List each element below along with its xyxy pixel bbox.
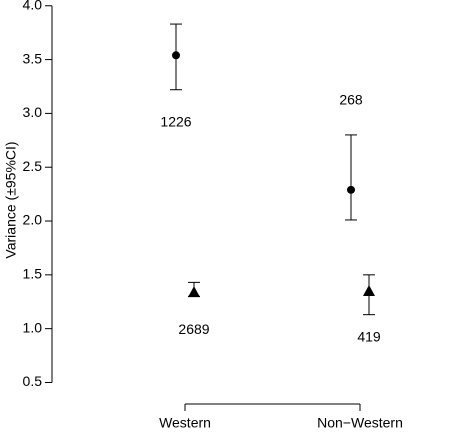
- y-axis-label: Variance (±95%CI): [3, 141, 19, 258]
- point: [188, 286, 200, 298]
- point: [347, 185, 355, 194]
- annotation: 1226: [160, 113, 191, 129]
- annotation: 268: [339, 92, 363, 108]
- annotation: 419: [357, 328, 381, 344]
- y-tick-label: 4.0: [23, 0, 43, 12]
- y-tick-label: 1.0: [23, 319, 43, 335]
- annotation: 2689: [178, 321, 209, 337]
- y-tick-label: 3.0: [23, 104, 43, 120]
- y-tick-label: 3.5: [23, 50, 43, 66]
- point: [172, 51, 180, 60]
- point: [363, 284, 375, 296]
- x-tick-label: Non−Western: [317, 415, 403, 431]
- y-tick-label: 0.5: [23, 373, 43, 389]
- y-tick-label: 2.5: [23, 158, 43, 174]
- y-tick-label: 2.0: [23, 212, 43, 228]
- x-tick-label: Western: [159, 415, 211, 431]
- y-tick-label: 1.5: [23, 266, 43, 282]
